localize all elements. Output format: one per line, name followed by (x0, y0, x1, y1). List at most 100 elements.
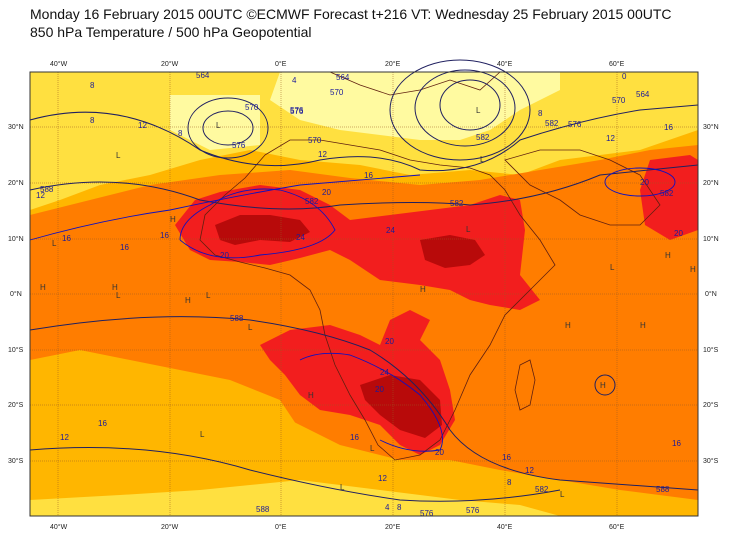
bottom-axis: 40°W 20°W 0°E 20°E 40°E 60°E (50, 523, 625, 531)
temp-label: 12 (525, 466, 534, 475)
tick-label: 0°N (705, 290, 717, 298)
coastlines (199, 71, 661, 461)
geopot-label: 576 (290, 107, 304, 116)
temp-label: 12 (36, 191, 45, 200)
temp-label: 24 (380, 368, 389, 377)
low-marker: L (560, 490, 565, 499)
geopot-label: 582 (476, 133, 490, 142)
low-marker: L (116, 151, 121, 160)
temp-label: 12 (378, 474, 387, 483)
temp-label: 12 (138, 121, 147, 130)
temp-band-very-hot-west (215, 215, 310, 245)
temp-label: 0 (622, 72, 627, 81)
temp-label: 8 (90, 81, 95, 90)
high-marker: H (665, 251, 671, 260)
tick-label: 10°S (8, 346, 24, 354)
low-marker: L (200, 430, 205, 439)
high-marker: H (185, 296, 191, 305)
geopot-label: 582 (535, 485, 549, 494)
low-circle-mediterranean (439, 79, 501, 131)
low-marker: L (370, 444, 375, 453)
geopot-label: 570 (330, 88, 344, 97)
geopot-label: 564 (636, 90, 650, 99)
tick-label: 20°S (8, 401, 24, 409)
temp-label: 12 (60, 433, 69, 442)
temp-label: 16 (98, 419, 107, 428)
high-marker: H (40, 283, 46, 292)
high-marker: H (600, 381, 606, 390)
tick-label: 20°N (703, 179, 719, 187)
low-marker: L (466, 225, 471, 234)
tick-label: 60°E (609, 60, 625, 68)
temp-label: 4 (292, 76, 297, 85)
contour-labels: 564 570 576 564 570 576 582 582 564 570 … (36, 71, 683, 518)
geopot-588-south (29, 316, 699, 491)
low-marker: L (206, 291, 211, 300)
tick-label: 30°N (8, 123, 24, 131)
tick-label: 40°E (497, 523, 513, 531)
low-marker: L (116, 291, 121, 300)
temp-label: 16 (62, 234, 71, 243)
map-frame (29, 71, 699, 517)
geopot-label: 576 (568, 120, 582, 129)
high-marker: H (112, 283, 118, 292)
geopot-label: 564 (196, 71, 210, 80)
high-marker: H (170, 215, 176, 224)
temp-label: 16 (664, 123, 673, 132)
tick-label: 30°S (8, 457, 24, 465)
coast-europe (329, 71, 501, 96)
isotherm-20-west (179, 188, 336, 259)
tick-label: 0°E (275, 60, 287, 68)
geopot-label: 588 (40, 185, 54, 194)
temp-label: 24 (296, 233, 305, 242)
temp-label: 20 (640, 178, 649, 187)
geopot-label: 582 (545, 119, 559, 128)
temp-band-cool-south (30, 480, 560, 516)
temp-label: 20 (375, 385, 384, 394)
top-axis: 40°W 20°W 0°E 20°E 40°E 60°E (50, 60, 625, 68)
geopot-label: 570 (612, 96, 626, 105)
coast-madagascar (514, 359, 536, 411)
temp-band-cold-2 (170, 95, 260, 150)
low-circle-mediterranean-2 (414, 69, 516, 147)
tick-label: 40°E (497, 60, 513, 68)
tick-label: 20°S (703, 401, 719, 409)
isotherm-arabia (604, 167, 676, 197)
temp-label: 8 (178, 129, 183, 138)
temp-label: 20 (220, 251, 229, 260)
geopotential-contours (29, 59, 699, 502)
temp-label: 4 (385, 503, 390, 512)
tick-label: 20°E (385, 60, 401, 68)
temp-label: 16 (672, 439, 681, 448)
tick-label: 10°N (8, 235, 24, 243)
temp-band-hot-arabia (640, 155, 698, 240)
tick-label: 10°S (703, 346, 719, 354)
temp-label: 20 (322, 188, 331, 197)
geopot-576-north (29, 104, 699, 172)
temp-band-mild-south (30, 350, 300, 490)
left-axis: 30°N 20°N 10°N 0°N 10°S 20°S 30°S (8, 123, 24, 465)
geopot-label: 588 (256, 505, 270, 514)
geopot-label: 570 (245, 103, 259, 112)
high-circle-indian (594, 374, 616, 396)
low-marker: L (480, 155, 485, 164)
tick-label: 10°N (703, 235, 719, 243)
low-marker: L (248, 323, 253, 332)
graticule (30, 72, 698, 516)
high-marker: H (420, 285, 426, 294)
geopot-label: 576 (420, 509, 434, 518)
geopot-582-north (29, 164, 699, 210)
isotherms (29, 167, 676, 452)
geopot-label: 576 (290, 106, 304, 115)
temp-label: 16 (160, 231, 169, 240)
low-circle-mediterranean-3 (389, 59, 531, 161)
geopot-label: 582 (305, 197, 319, 206)
tick-label: 20°W (161, 60, 179, 68)
tick-label: 30°S (703, 457, 719, 465)
coast-arabia (504, 149, 661, 226)
tick-label: 40°W (50, 523, 68, 531)
low-circle-atlantic-2 (187, 97, 269, 159)
geopot-label: 582 (450, 199, 464, 208)
temp-label: 12 (318, 150, 327, 159)
